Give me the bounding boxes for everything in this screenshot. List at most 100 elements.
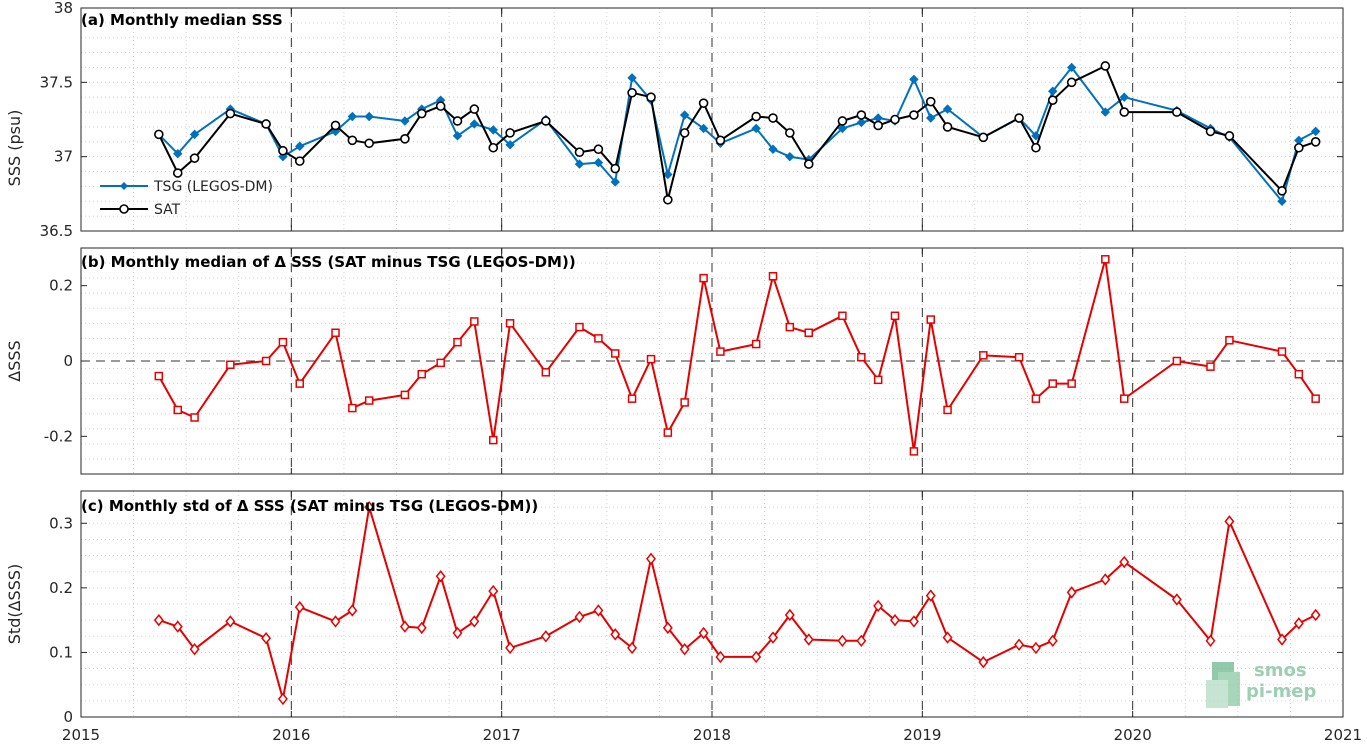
x-tick-label: 2020 (1114, 726, 1152, 744)
data-point (751, 339, 761, 349)
data-point (261, 356, 271, 366)
data-point (172, 168, 183, 178)
legend-tsg-label: TSG (LEGOS-DM) (153, 179, 273, 195)
data-point (1014, 352, 1024, 362)
data-point (716, 347, 725, 356)
data-point (873, 599, 884, 613)
data-point (488, 584, 499, 598)
panel-b-median-delta-sss: -0.2 0 0.2 (b) Monthly median of Δ SSS (SA… (5, 247, 1344, 475)
data-point (979, 351, 988, 360)
data-point (943, 405, 952, 415)
y-tick-label: 0.2 (49, 579, 73, 597)
data-point (261, 632, 272, 645)
data-point (908, 615, 919, 628)
data-point (488, 125, 498, 135)
data-point (364, 138, 374, 149)
data-point (1172, 356, 1182, 366)
panel-a-series (154, 61, 1321, 206)
data-point (627, 641, 638, 655)
data-point (1310, 608, 1321, 622)
data-point (1067, 379, 1076, 388)
data-point (189, 129, 200, 140)
series-line-panel-2 (158, 506, 1317, 700)
data-point (347, 111, 358, 122)
data-point (416, 621, 427, 635)
data-point (1277, 347, 1287, 356)
data-point (909, 74, 919, 85)
data-point (1310, 126, 1321, 137)
data-point (469, 119, 480, 129)
data-point (751, 650, 762, 664)
data-point (1066, 62, 1077, 73)
y-tick-label: 0 (63, 708, 73, 726)
data-point (837, 116, 848, 126)
data-point (453, 337, 462, 347)
data-point (715, 650, 726, 664)
data-point (1206, 362, 1215, 371)
data-point (1101, 255, 1110, 264)
data-point (594, 334, 603, 343)
data-point (541, 368, 551, 377)
data-point (172, 620, 183, 633)
data-point (1030, 641, 1041, 655)
data-point (699, 273, 708, 283)
data-point (680, 398, 689, 407)
data-point (1205, 634, 1216, 648)
data-point (1014, 113, 1024, 123)
data-point (1277, 633, 1287, 646)
panel-b-series (154, 255, 1320, 456)
data-point (416, 108, 427, 119)
data-point (1277, 186, 1287, 196)
data-point (348, 403, 357, 413)
data-point (926, 315, 935, 324)
data-point (154, 129, 164, 140)
data-point (278, 337, 288, 347)
data-point (294, 601, 305, 614)
data-point (803, 633, 814, 646)
data-point (435, 101, 446, 111)
data-point (925, 589, 936, 602)
panel-c-series (153, 500, 1321, 706)
data-point (909, 110, 919, 120)
data-point (1048, 86, 1058, 96)
data-point (1294, 369, 1304, 379)
data-point (942, 122, 953, 132)
data-point (785, 151, 795, 162)
data-point (610, 349, 620, 358)
data-point (488, 142, 499, 153)
panel-c-year-lines (290, 491, 1134, 717)
data-point (751, 111, 761, 122)
data-point (1100, 107, 1111, 117)
data-point (330, 615, 341, 628)
panel-c-frame (80, 490, 1344, 718)
data-point (662, 621, 673, 635)
data-point (627, 87, 637, 98)
data-point (768, 113, 778, 123)
data-point (768, 631, 778, 644)
data-point (400, 116, 410, 126)
data-point (154, 371, 164, 381)
data-point (225, 615, 236, 628)
data-point (627, 73, 637, 83)
data-point (857, 352, 866, 362)
data-point (1205, 126, 1216, 137)
data-point (785, 322, 795, 332)
data-point (225, 108, 236, 119)
data-point (804, 328, 814, 337)
data-point (942, 631, 953, 644)
y-tick-label: 0.2 (49, 277, 73, 295)
y-tick-label: -0.2 (44, 427, 73, 445)
data-point (574, 147, 585, 158)
data-point (452, 131, 463, 141)
data-point (909, 447, 919, 456)
data-point (1066, 77, 1077, 88)
data-point (470, 317, 479, 326)
smos-pi-mep-logo: smos pi-mep (1206, 660, 1316, 708)
data-point (261, 119, 271, 129)
data-point (277, 692, 288, 706)
data-point (837, 634, 848, 648)
data-point (1100, 573, 1111, 586)
data-point (1172, 107, 1182, 117)
data-point (190, 413, 199, 422)
y-tick-label: 0.1 (49, 643, 73, 661)
